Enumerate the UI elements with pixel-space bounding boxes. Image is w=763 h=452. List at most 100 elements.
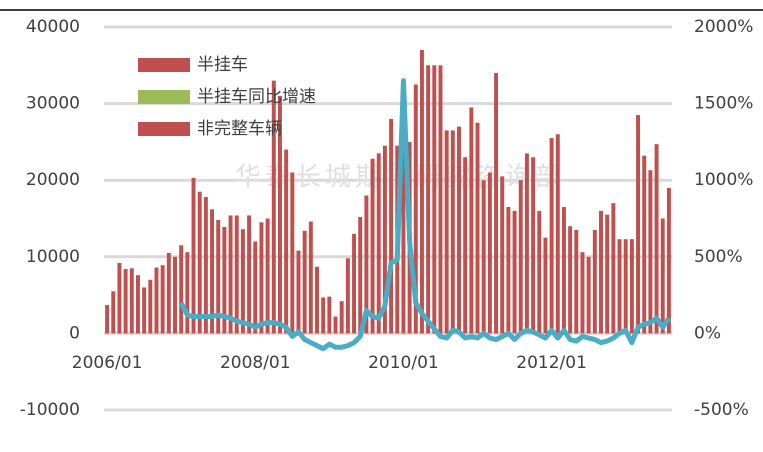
y-tick-label: -10000 [20,400,80,420]
bar [574,229,579,334]
bar [648,170,653,334]
bar [586,256,591,334]
y-tick-label: 40000 [26,17,80,37]
bar [382,145,387,334]
bar [210,209,215,334]
bar [512,210,517,334]
bar [333,316,338,334]
bar [401,134,406,334]
bar [660,218,665,334]
bar [636,115,641,334]
y2-tick-label: 2000% [694,17,753,37]
bar [203,197,208,334]
y-tick-label: 0 [69,323,80,343]
bar [166,252,171,334]
bar [481,180,486,334]
bar [302,230,307,334]
bar [271,80,276,334]
bar [179,245,184,334]
bar [463,157,468,334]
bar [284,149,289,334]
bar [457,126,461,334]
bar [524,153,529,334]
bar [432,65,437,334]
legend-swatch [138,90,190,104]
bar [277,95,282,334]
bar [123,269,128,334]
bar [654,144,659,334]
bar [315,266,319,334]
bar [191,177,196,334]
legend-swatch [138,122,190,136]
x-tick-label: 2012/01 [516,353,587,373]
bar [537,210,542,334]
bar [561,207,566,334]
bar [629,239,634,334]
bar [543,237,548,334]
bar [142,287,147,334]
y2-tick-label: 1500% [694,94,753,114]
line [178,78,671,352]
bar [327,296,332,334]
bar [592,229,597,334]
bar [111,291,116,334]
bar [129,268,134,334]
bar [506,207,511,334]
bar [222,226,227,334]
bar [444,130,449,334]
y-tick-label: 10000 [26,247,80,267]
bar [487,172,492,334]
bar [352,233,357,334]
bar [265,218,270,334]
bar [419,49,424,334]
y2-tick-label: 1000% [694,170,753,190]
bar [253,241,258,334]
bar [450,130,455,334]
legend-label: 半挂车同比增速 [197,87,316,107]
bar [642,155,647,334]
bar [611,203,616,334]
y2-tick-label: 500% [694,247,743,267]
bar [389,118,394,334]
bar [216,220,221,334]
legend-label: 半挂车 [197,55,248,75]
bar [308,221,313,334]
bar [500,176,505,334]
bar [599,210,603,334]
bar [531,157,536,334]
bar [185,252,190,334]
bar [296,250,301,334]
bar [228,215,233,334]
bar [135,275,140,334]
x-tick-label: 2008/01 [220,353,291,373]
bar [617,239,622,334]
bar [413,84,418,334]
bar [518,180,523,334]
bar [376,153,381,334]
bar [148,279,153,334]
legend-swatch [138,58,190,72]
bar [580,252,585,334]
bar [240,229,245,334]
bar [339,301,344,334]
bar [426,65,431,334]
bar [154,267,159,334]
bar [623,239,628,334]
bar [549,138,554,334]
bar [494,72,499,334]
bar [160,265,165,334]
bar [321,297,326,334]
bar [197,191,202,334]
bar [605,214,610,334]
bar [358,216,363,334]
bar [259,222,264,334]
bar [117,262,122,334]
bar [475,122,480,334]
x-tick-label: 2010/01 [368,353,439,373]
bar [438,65,443,334]
bar [370,158,375,334]
bar [345,258,350,334]
x-tick-label: 2006/01 [72,353,143,373]
bar [364,195,369,334]
